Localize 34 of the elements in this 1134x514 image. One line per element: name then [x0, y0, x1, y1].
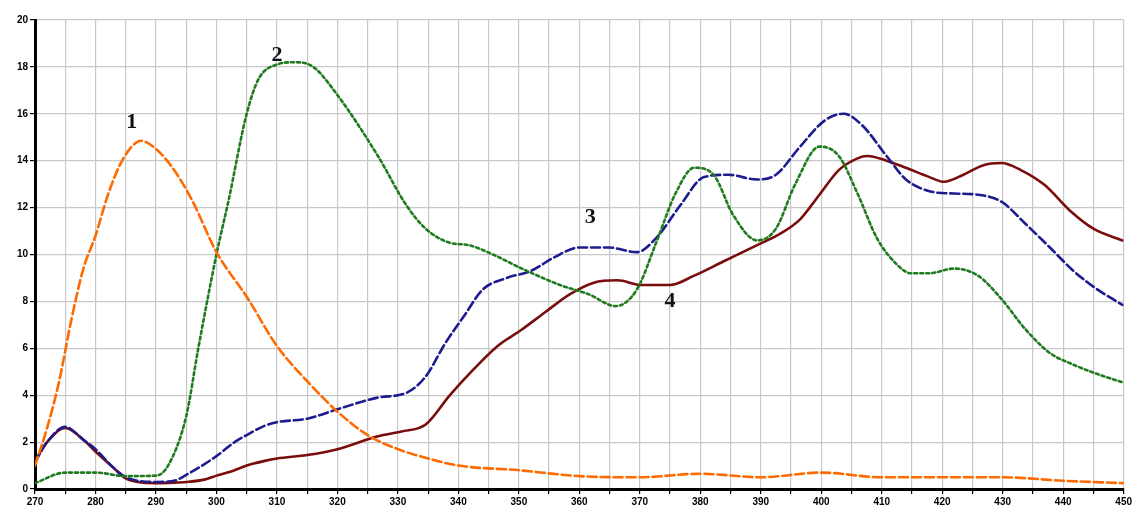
y-tick-label: 18	[16, 60, 29, 72]
y-tick-label: 10	[16, 248, 29, 260]
y-tick-label: 6	[22, 342, 29, 354]
y-tick-label: 4	[22, 388, 29, 400]
x-tick-label: 420	[933, 495, 951, 507]
x-tick-label: 410	[873, 495, 891, 507]
y-tick-label: 16	[16, 107, 29, 119]
series-label: 2	[271, 40, 283, 66]
y-tick-label: 14	[16, 154, 29, 166]
x-tick-label: 300	[208, 495, 226, 507]
y-tick-label: 2	[22, 435, 29, 447]
series-label: 1	[126, 107, 138, 133]
x-tick-label: 440	[1054, 495, 1072, 507]
y-tick-label: 20	[16, 13, 29, 25]
x-tick-label: 270	[26, 495, 44, 507]
y-tick-label: 8	[22, 295, 29, 307]
x-tick-label: 350	[510, 495, 528, 507]
y-tick-label: 12	[16, 201, 29, 213]
x-tick-label: 400	[812, 495, 831, 507]
series-label: 3	[584, 202, 596, 228]
x-tick-label: 380	[691, 495, 710, 507]
x-tick-label: 330	[389, 495, 407, 507]
series-label: 4	[664, 287, 676, 313]
x-tick-label: 280	[87, 495, 105, 507]
x-tick-label: 370	[631, 495, 649, 507]
x-tick-label: 310	[268, 495, 286, 507]
y-tick-label: 0	[22, 482, 29, 494]
x-tick-label: 360	[570, 495, 589, 507]
x-tick-label: 290	[147, 495, 165, 507]
x-tick-label: 320	[329, 495, 347, 507]
x-tick-label: 430	[994, 495, 1012, 507]
x-tick-label: 340	[450, 495, 468, 507]
x-tick-label: 450	[1115, 495, 1133, 507]
x-tick-label: 390	[752, 495, 770, 507]
